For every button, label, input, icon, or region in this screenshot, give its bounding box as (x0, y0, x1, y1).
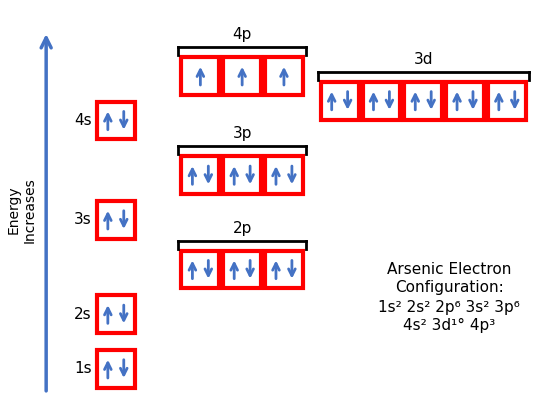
Bar (362, 82, 401, 120)
Bar (404, 82, 442, 120)
Bar (223, 57, 261, 95)
Text: 4s² 3d¹° 4p³: 4s² 3d¹° 4p³ (403, 318, 495, 333)
Bar (181, 57, 219, 95)
Bar (181, 251, 219, 288)
Bar (265, 57, 303, 95)
Bar (223, 251, 261, 288)
Bar (97, 201, 135, 239)
Bar (181, 156, 219, 194)
Text: 1s: 1s (74, 361, 92, 376)
Text: 2p: 2p (233, 221, 252, 236)
Bar (265, 156, 303, 194)
Text: 4s: 4s (74, 113, 92, 128)
Text: 4p: 4p (233, 27, 252, 42)
Bar (321, 82, 359, 120)
Text: 3p: 3p (232, 126, 252, 142)
Bar (488, 82, 526, 120)
Text: 1s² 2s² 2p⁶ 3s² 3p⁶: 1s² 2s² 2p⁶ 3s² 3p⁶ (378, 300, 520, 315)
Text: 3s: 3s (74, 213, 92, 227)
Text: 2s: 2s (74, 307, 92, 322)
Bar (265, 251, 303, 288)
Bar (97, 295, 135, 333)
Bar (446, 82, 484, 120)
Text: Configuration:: Configuration: (395, 280, 504, 295)
Bar (97, 350, 135, 388)
Text: Arsenic Electron: Arsenic Electron (387, 262, 511, 277)
Text: Energy
Increases: Energy Increases (6, 177, 37, 243)
Bar (97, 102, 135, 140)
Bar (223, 156, 261, 194)
Text: 3d: 3d (414, 52, 433, 67)
